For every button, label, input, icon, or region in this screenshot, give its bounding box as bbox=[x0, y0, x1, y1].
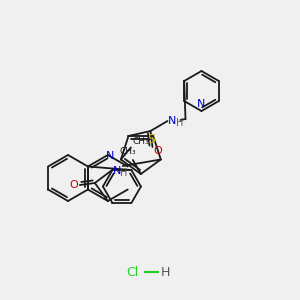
Text: H: H bbox=[120, 168, 127, 178]
Text: N: N bbox=[112, 166, 121, 176]
Text: H: H bbox=[176, 118, 183, 128]
Text: CH₃: CH₃ bbox=[119, 148, 136, 157]
Text: O: O bbox=[70, 180, 78, 190]
Text: H: H bbox=[160, 266, 170, 278]
Text: O: O bbox=[153, 146, 162, 156]
Text: Cl: Cl bbox=[126, 266, 138, 278]
Text: CH₃: CH₃ bbox=[133, 137, 149, 146]
Text: N: N bbox=[197, 99, 206, 109]
Text: N: N bbox=[106, 151, 114, 161]
Text: N: N bbox=[168, 116, 177, 126]
Text: S: S bbox=[147, 133, 155, 146]
